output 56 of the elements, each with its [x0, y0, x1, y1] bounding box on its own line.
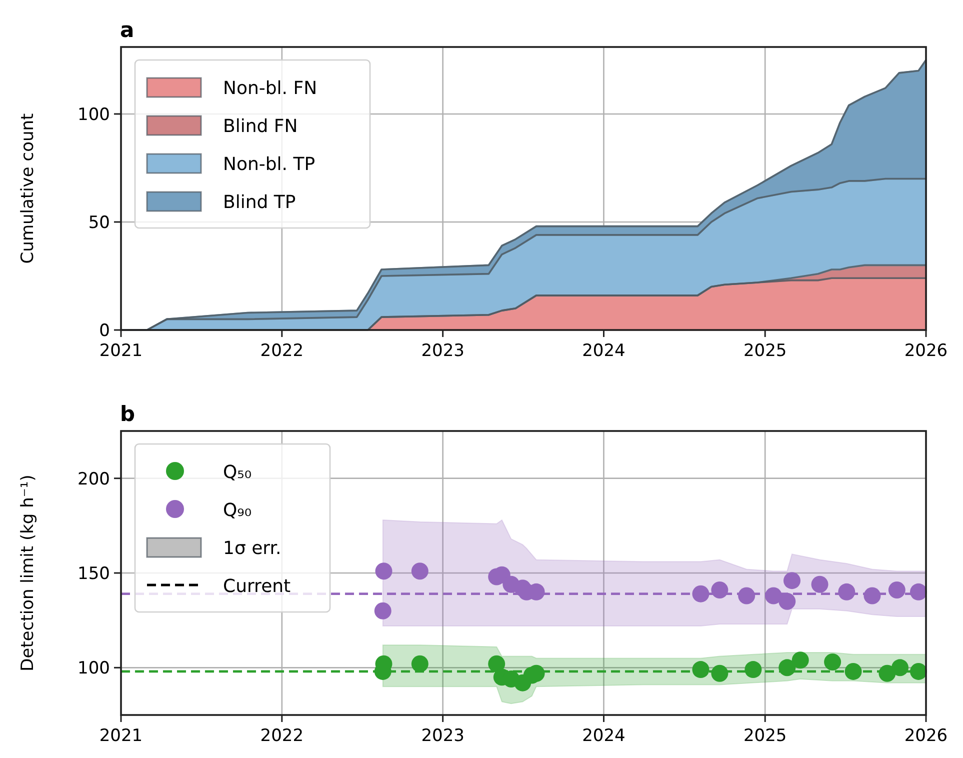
legend-label: Q₅₀	[223, 462, 252, 483]
point	[783, 572, 800, 590]
point	[878, 664, 896, 682]
point	[711, 664, 728, 682]
x-tick-label: 2022	[260, 726, 304, 746]
x-tick-label: 2024	[582, 341, 626, 361]
y-tick-label: 150	[78, 564, 110, 584]
x-tick-label: 2026	[904, 726, 948, 746]
point	[844, 662, 862, 680]
legend-label: 1σ err.	[223, 538, 282, 559]
x-tick-label: 2026	[904, 341, 948, 361]
y-tick-label: 100	[78, 104, 110, 125]
chart-title: b	[120, 402, 136, 426]
point	[374, 602, 392, 620]
point	[692, 585, 710, 602]
chart-title: a	[120, 18, 134, 42]
legend-label: Blind FN	[223, 116, 298, 137]
y-tick-label: 100	[78, 658, 110, 679]
point	[838, 583, 856, 600]
x-tick-label: 2023	[421, 726, 464, 746]
point	[764, 587, 782, 604]
point	[811, 576, 828, 593]
point	[792, 652, 809, 669]
point	[888, 582, 906, 599]
point	[778, 592, 796, 610]
legend-label: Blind TP	[223, 192, 296, 213]
point	[891, 659, 908, 676]
y-tick-label: 200	[78, 469, 110, 490]
x-tick-label: 2021	[99, 341, 143, 361]
point	[864, 587, 881, 604]
legend-label: Q₉₀	[223, 500, 252, 521]
point	[824, 653, 842, 670]
x-tick-label: 2023	[421, 341, 464, 361]
point	[778, 659, 796, 676]
y-tick-label: 50	[88, 212, 110, 233]
point	[488, 655, 506, 672]
point	[411, 655, 428, 672]
y-axis-title: Cumulative count	[18, 112, 38, 264]
x-tick-label: 2021	[99, 726, 143, 746]
point	[375, 562, 392, 580]
point	[711, 582, 728, 599]
y-tick-label: 0	[99, 321, 110, 341]
x-tick-label: 2024	[582, 726, 626, 746]
point	[910, 583, 928, 600]
legend-label: Non-bl. FN	[223, 78, 318, 99]
x-tick-label: 2022	[260, 341, 304, 361]
x-tick-label: 2025	[743, 726, 787, 746]
point	[692, 661, 710, 678]
point	[910, 662, 928, 680]
point	[738, 587, 756, 604]
point	[744, 661, 762, 678]
point	[411, 562, 428, 580]
y-axis-title: Detection limit (kg h⁻¹)	[18, 474, 38, 672]
legend-label: Current	[223, 576, 291, 597]
legend-label: Non-bl. TP	[223, 154, 316, 175]
x-tick-label: 2025	[743, 341, 787, 361]
